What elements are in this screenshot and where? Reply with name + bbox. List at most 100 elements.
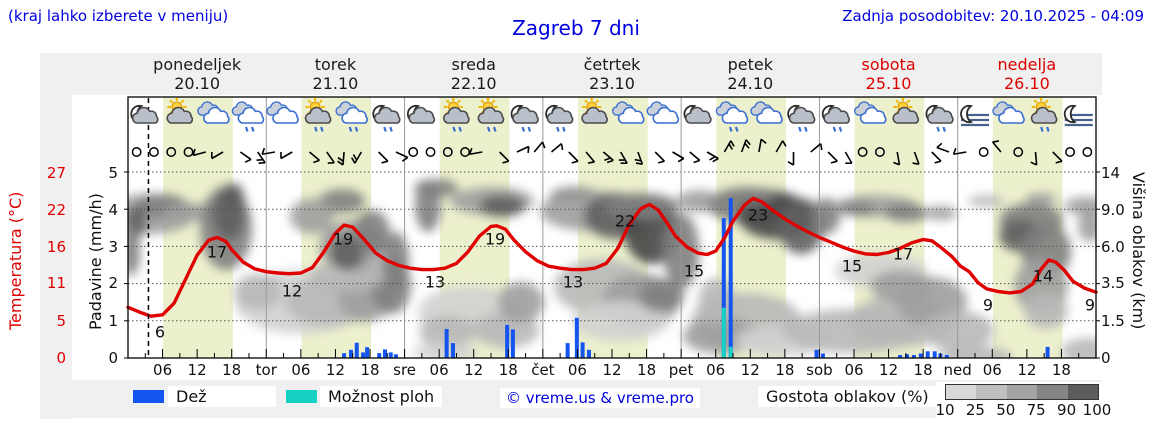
rain-bar [728,198,733,358]
rain-bar [510,329,515,358]
day-date: 21.10 [312,74,359,93]
sun-cloud-icon [166,97,194,124]
wind-barb-icon [337,151,345,166]
day-name: ponedeljek [153,55,242,74]
height-ticks-value: 1.5 [1101,311,1125,330]
wind-barb-icon [654,151,665,164]
rain-bar [444,328,449,358]
time-label: čet [531,361,555,379]
rain-bar [365,347,370,358]
day-date: 20.10 [174,74,221,93]
wind-barb-icon [602,151,614,164]
wind-barb-icon [516,145,530,154]
cloud-scale-colorbar [945,384,1099,400]
temp-ticks-value: 27 [46,164,66,182]
moon-cloud-drizzle-icon [545,104,574,132]
wind-calm-icon [978,147,989,157]
rain-bar [382,349,387,358]
time-label: sre [393,361,417,379]
time-label: 12 [740,361,760,379]
day-header-četrtek: četrtek 23.10 [542,55,682,93]
wind-barb-icon [787,152,795,166]
rain-bar [361,352,366,358]
wind-calm-icon [857,147,868,157]
day-header-ponedeljek: ponedeljek 20.10 [127,55,267,93]
cloud2-drizzle-icon [715,101,749,132]
temperature-value-label: 23 [748,206,768,225]
rain-bar [586,349,591,358]
rain-bar [898,355,903,358]
cloud-scale-value: 50 [996,401,1016,419]
rain-bar [393,354,398,358]
cloud-scale-segment [1006,385,1038,399]
rain-bar [932,351,937,358]
sun-cloud-icon [581,97,608,124]
rain-ticks-value: 2 [108,274,118,292]
time-label: 06 [153,361,173,379]
temp-ticks-value: 11 [46,274,66,292]
day-name: sreda [451,55,496,74]
wind-barb-icon [280,151,293,160]
left-band [40,53,72,419]
rain-bar [814,349,819,358]
temp-ticks-value: 0 [56,348,66,367]
rain-ticks-value: 4 [108,200,118,219]
wind-barb-icon [192,148,206,157]
time-label: 18 [1051,361,1071,379]
time-label: 12 [1017,361,1037,379]
day-date: 22.10 [450,74,497,93]
wind-calm-icon [131,147,142,157]
day-date: 24.10 [727,74,774,93]
day-date: 23.10 [589,74,635,93]
day-header-petek: petek 24.10 [680,55,820,93]
cloud-scale-segment [976,385,1007,399]
rain-bar [505,324,510,358]
temperature-value-label: 13 [563,273,583,292]
sun-cloud-drizzle-icon [477,97,505,132]
time-label: ned [943,361,972,379]
rain-ticks-value: 1 [108,311,118,330]
time-label: 06 [291,361,311,379]
rain-bar [565,343,570,358]
wind-barb-icon [211,151,224,160]
wind-barb-icon [672,151,685,163]
sun-cloud-drizzle-icon [443,97,470,132]
wind-barb-icon [350,151,363,164]
day-date: 25.10 [865,74,912,93]
wind-calm-icon [183,147,194,157]
rain-bar [450,343,455,358]
moon-cloud-drizzle-icon [787,104,816,132]
shower-legend-label: Možnost ploh [320,386,443,407]
cloud2-icon [612,101,645,124]
moon-cloud-icon [407,104,436,124]
credit-link[interactable]: © vreme.us & vreme.pro [500,388,700,408]
time-label: 12 [879,361,899,379]
page-title: Zagreb 7 dni [512,16,640,40]
temperature-value-label: 14 [1033,267,1053,286]
temp-ticks-value: 5 [56,311,66,330]
wind-barb-icon [827,151,838,164]
day-name: petek [727,55,773,74]
temperature-value-label: 9 [983,296,993,315]
wind-barb-icon [689,151,701,164]
rain-ticks-value: 3 [108,237,118,256]
wind-barb-icon [585,151,596,164]
time-label: tor [255,361,277,379]
wind-barb-icon [723,140,735,153]
temperature-value-label: 13 [425,273,445,292]
wind-barb-icon [256,151,266,164]
cloud2-icon [854,101,887,124]
cloud2-icon [646,101,680,124]
time-label: 06 [844,361,864,379]
rain-bar [721,218,726,358]
temperature-value-label: 19 [485,230,505,249]
cloud2-icon [266,101,299,124]
cloud-scale-value: 25 [965,401,985,419]
wind-barb-icon [568,151,579,164]
rain-bar [580,342,585,358]
wind-barb-icon [931,151,942,164]
time-label: 18 [498,361,518,379]
time-label: 18 [222,361,242,379]
day-header-nedelja: nedelja 26.10 [957,55,1097,93]
time-label: 18 [775,361,795,379]
